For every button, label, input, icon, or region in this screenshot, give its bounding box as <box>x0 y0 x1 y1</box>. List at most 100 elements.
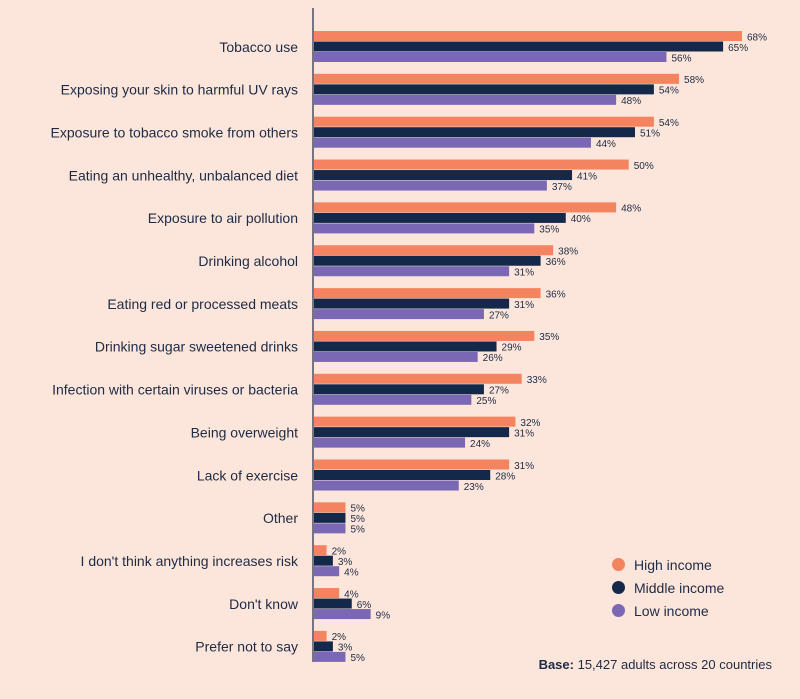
data-label-infection-with-certain-viruses-or-bacteria-middle-income: 27% <box>489 386 509 397</box>
bar-lack-of-exercise-high-income <box>314 459 510 470</box>
bar-drinking-sugar-sweetened-drinks-middle-income <box>314 341 497 352</box>
bar-being-overweight-middle-income <box>314 427 510 438</box>
bar-lack-of-exercise-middle-income <box>314 470 491 480</box>
data-label-prefer-not-to-say-middle-income: 3% <box>338 643 353 654</box>
data-label-i-don-t-think-anything-increases-risk-high-income: 2% <box>332 546 347 557</box>
bar-exposure-to-air-pollution-high-income <box>314 202 617 213</box>
bar-other-high-income <box>314 502 346 513</box>
bar-exposing-your-skin-to-harmful-uv-rays-low-income <box>314 94 617 105</box>
bar-lack-of-exercise-low-income <box>314 480 459 491</box>
bar-other-low-income <box>314 523 346 534</box>
data-label-drinking-alcohol-low-income: 31% <box>514 268 534 279</box>
data-label-exposing-your-skin-to-harmful-uv-rays-low-income: 48% <box>621 96 641 107</box>
bar-being-overweight-low-income <box>314 437 466 448</box>
category-label-other: Other <box>263 510 298 526</box>
bar-exposing-your-skin-to-harmful-uv-rays-high-income <box>314 73 680 84</box>
base-note: Base: 15,427 adults across 20 countries <box>539 657 772 672</box>
data-label-being-overweight-middle-income: 31% <box>514 428 534 439</box>
legend: High income Middle income Low income <box>612 553 724 622</box>
bar-being-overweight-high-income <box>314 416 516 427</box>
category-label-lack-of-exercise: Lack of exercise <box>197 467 298 483</box>
bar-tobacco-use-low-income <box>314 52 667 62</box>
data-label-exposure-to-air-pollution-middle-income: 40% <box>571 214 591 225</box>
bar-drinking-sugar-sweetened-drinks-high-income <box>314 330 535 341</box>
category-label-being-overweight: Being overweight <box>191 424 299 440</box>
data-label-drinking-sugar-sweetened-drinks-high-income: 35% <box>539 332 559 343</box>
data-label-prefer-not-to-say-high-income: 2% <box>332 632 347 643</box>
bar-eating-an-unhealthy-unbalanced-diet-high-income <box>314 159 629 170</box>
category-label-infection-with-certain-viruses-or-bacteria: Infection with certain viruses or bacter… <box>52 382 298 398</box>
data-label-eating-red-or-processed-meats-high-income: 36% <box>546 289 566 300</box>
data-label-lack-of-exercise-low-income: 23% <box>464 482 484 493</box>
bar-infection-with-certain-viruses-or-bacteria-high-income <box>314 373 522 384</box>
base-note-text: 15,427 adults across 20 countries <box>573 657 772 672</box>
legend-item-low-income: Low income <box>612 599 724 622</box>
bar-prefer-not-to-say-high-income <box>314 630 327 641</box>
bar-infection-with-certain-viruses-or-bacteria-middle-income <box>314 384 484 395</box>
data-label-exposure-to-air-pollution-low-income: 35% <box>539 225 559 236</box>
category-label-exposure-to-air-pollution: Exposure to air pollution <box>148 210 298 226</box>
category-label-exposure-to-tobacco-smoke-from-others: Exposure to tobacco smoke from others <box>51 124 298 140</box>
bar-exposure-to-air-pollution-middle-income <box>314 212 566 223</box>
data-label-infection-with-certain-viruses-or-bacteria-high-income: 33% <box>527 375 547 386</box>
data-label-drinking-sugar-sweetened-drinks-low-income: 26% <box>483 353 503 364</box>
data-label-i-don-t-think-anything-increases-risk-low-income: 4% <box>344 567 359 578</box>
data-label-exposure-to-air-pollution-high-income: 48% <box>621 204 641 215</box>
bar-prefer-not-to-say-middle-income <box>314 641 333 652</box>
data-label-eating-red-or-processed-meats-low-income: 27% <box>489 310 509 321</box>
legend-label-middle-income: Middle income <box>634 579 725 596</box>
data-label-other-high-income: 5% <box>350 504 365 515</box>
data-label-tobacco-use-middle-income: 65% <box>728 43 748 54</box>
data-label-being-overweight-low-income: 24% <box>470 439 490 450</box>
bar-prefer-not-to-say-low-income <box>314 651 346 662</box>
data-label-don-t-know-low-income: 9% <box>376 610 391 621</box>
data-label-infection-with-certain-viruses-or-bacteria-low-income: 25% <box>476 396 496 407</box>
data-label-eating-an-unhealthy-unbalanced-diet-middle-income: 41% <box>577 171 597 182</box>
bar-exposure-to-tobacco-smoke-from-others-high-income <box>314 116 654 127</box>
category-label-drinking-sugar-sweetened-drinks: Drinking sugar sweetened drinks <box>95 339 298 355</box>
bar-exposing-your-skin-to-harmful-uv-rays-middle-income <box>314 84 654 95</box>
category-label-don-t-know: Don't know <box>229 596 299 612</box>
bar-eating-an-unhealthy-unbalanced-diet-low-income <box>314 180 547 191</box>
data-label-drinking-alcohol-high-income: 38% <box>558 247 578 258</box>
bar-i-don-t-think-anything-increases-risk-middle-income <box>314 555 333 566</box>
data-label-drinking-sugar-sweetened-drinks-middle-income: 29% <box>502 343 522 354</box>
bar-drinking-alcohol-low-income <box>314 266 510 277</box>
data-label-exposure-to-tobacco-smoke-from-others-middle-income: 51% <box>640 128 660 139</box>
bar-don-t-know-high-income <box>314 588 340 599</box>
legend-label-high-income: High income <box>634 556 712 573</box>
bar-exposure-to-tobacco-smoke-from-others-middle-income <box>314 127 635 138</box>
bar-other-middle-income <box>314 512 346 523</box>
data-label-drinking-alcohol-middle-income: 36% <box>546 257 566 268</box>
bar-tobacco-use-high-income <box>314 31 742 41</box>
data-label-eating-red-or-processed-meats-middle-income: 31% <box>514 300 534 311</box>
data-label-eating-an-unhealthy-unbalanced-diet-low-income: 37% <box>552 182 572 193</box>
legend-item-high-income: High income <box>612 553 724 576</box>
bar-eating-red-or-processed-meats-middle-income <box>314 298 510 309</box>
legend-item-middle-income: Middle income <box>612 576 724 599</box>
bar-drinking-alcohol-high-income <box>314 245 554 256</box>
data-label-don-t-know-middle-income: 6% <box>357 600 372 611</box>
category-label-drinking-alcohol: Drinking alcohol <box>198 253 298 269</box>
legend-swatch-low-income <box>612 604 625 617</box>
bar-i-don-t-think-anything-increases-risk-low-income <box>314 566 340 577</box>
bar-exposure-to-air-pollution-low-income <box>314 223 535 234</box>
bar-drinking-alcohol-middle-income <box>314 255 541 266</box>
bar-eating-red-or-processed-meats-low-income <box>314 309 484 320</box>
data-label-exposure-to-tobacco-smoke-from-others-high-income: 54% <box>659 118 679 129</box>
category-label-prefer-not-to-say: Prefer not to say <box>195 639 298 655</box>
legend-swatch-middle-income <box>612 581 625 594</box>
data-label-exposing-your-skin-to-harmful-uv-rays-middle-income: 54% <box>659 86 679 97</box>
legend-label-low-income: Low income <box>634 602 709 619</box>
bar-eating-an-unhealthy-unbalanced-diet-middle-income <box>314 170 573 181</box>
data-label-exposing-your-skin-to-harmful-uv-rays-high-income: 58% <box>684 75 704 86</box>
bar-eating-red-or-processed-meats-high-income <box>314 288 541 299</box>
bar-don-t-know-middle-income <box>314 598 352 609</box>
data-label-other-low-income: 5% <box>350 525 365 536</box>
data-label-tobacco-use-high-income: 68% <box>747 32 767 43</box>
data-label-exposure-to-tobacco-smoke-from-others-low-income: 44% <box>596 139 616 150</box>
data-label-prefer-not-to-say-low-income: 5% <box>350 653 365 664</box>
category-label-eating-red-or-processed-meats: Eating red or processed meats <box>107 296 298 312</box>
category-label-i-don-t-think-anything-increases-risk: I don't think anything increases risk <box>81 553 299 569</box>
